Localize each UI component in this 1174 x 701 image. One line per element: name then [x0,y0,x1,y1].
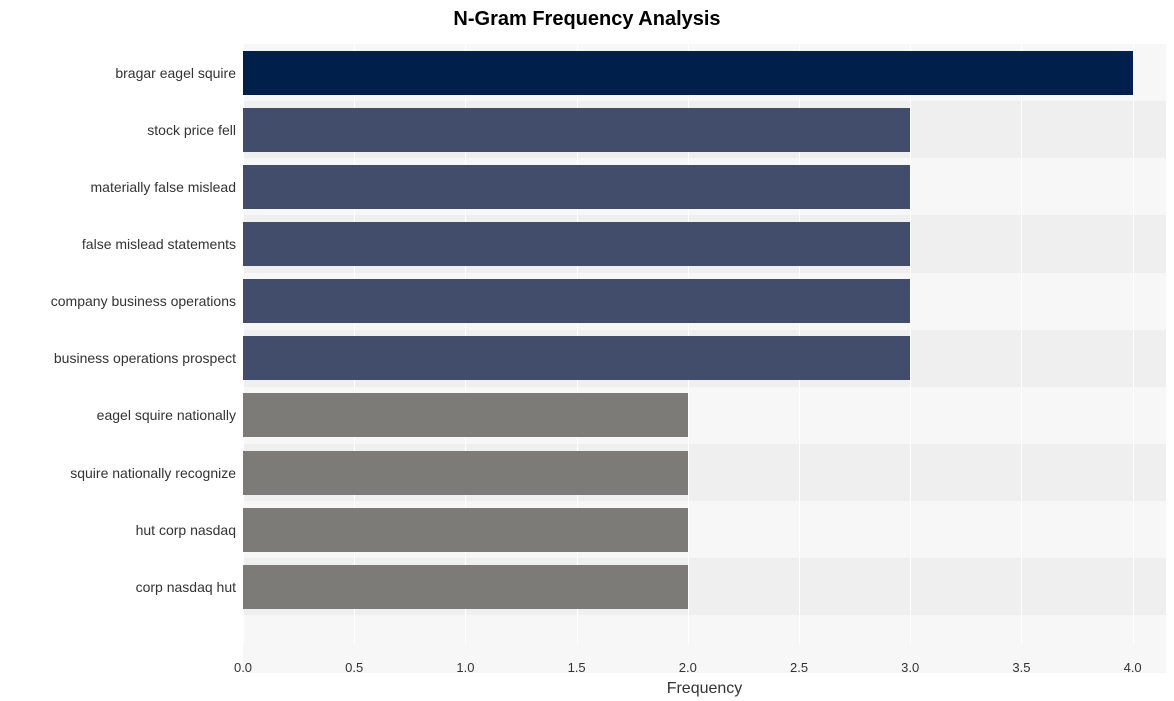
y-axis-label: stock price fell [147,122,236,138]
y-axis-label: squire nationally recognize [70,465,236,481]
x-tick-label: 2.5 [790,660,808,675]
bar [243,279,910,323]
y-axis-label: bragar eagel squire [115,65,236,81]
x-tick-label: 1.5 [568,660,586,675]
x-axis: 0.00.51.01.52.02.53.03.54.0 Frequency [243,648,1166,688]
y-axis-labels: bragar eagel squire stock price fell mater… [8,44,236,644]
x-tick-label: 0.0 [234,660,252,675]
y-axis-label: hut corp nasdaq [136,522,236,538]
bar [243,222,910,266]
bar [243,451,688,495]
x-tick-label: 2.0 [679,660,697,675]
x-tick-label: 3.0 [901,660,919,675]
bar [243,393,688,437]
bar [243,165,910,209]
y-axis-label: false mislead statements [82,236,236,252]
y-axis-label: corp nasdaq hut [136,579,236,595]
x-tick-label: 4.0 [1124,660,1142,675]
bar [243,336,910,380]
y-axis-label: business operations prospect [54,350,236,366]
x-tick-label: 0.5 [345,660,363,675]
chart-title: N-Gram Frequency Analysis [8,8,1166,31]
bar [243,108,910,152]
x-tick-label: 3.5 [1012,660,1030,675]
plot-area [243,44,1166,644]
ngram-bar-chart: N-Gram Frequency Analysis bragar eagel s… [8,8,1166,693]
bar [243,51,1133,95]
bar [243,508,688,552]
y-axis-label: materially false mislead [91,179,237,195]
bar [243,565,688,609]
x-tick-label: 1.0 [456,660,474,675]
y-axis-label: company business operations [51,293,236,309]
x-axis-label: Frequency [243,680,1166,698]
bars-layer [243,44,1166,644]
y-axis-label: eagel squire nationally [97,407,236,423]
